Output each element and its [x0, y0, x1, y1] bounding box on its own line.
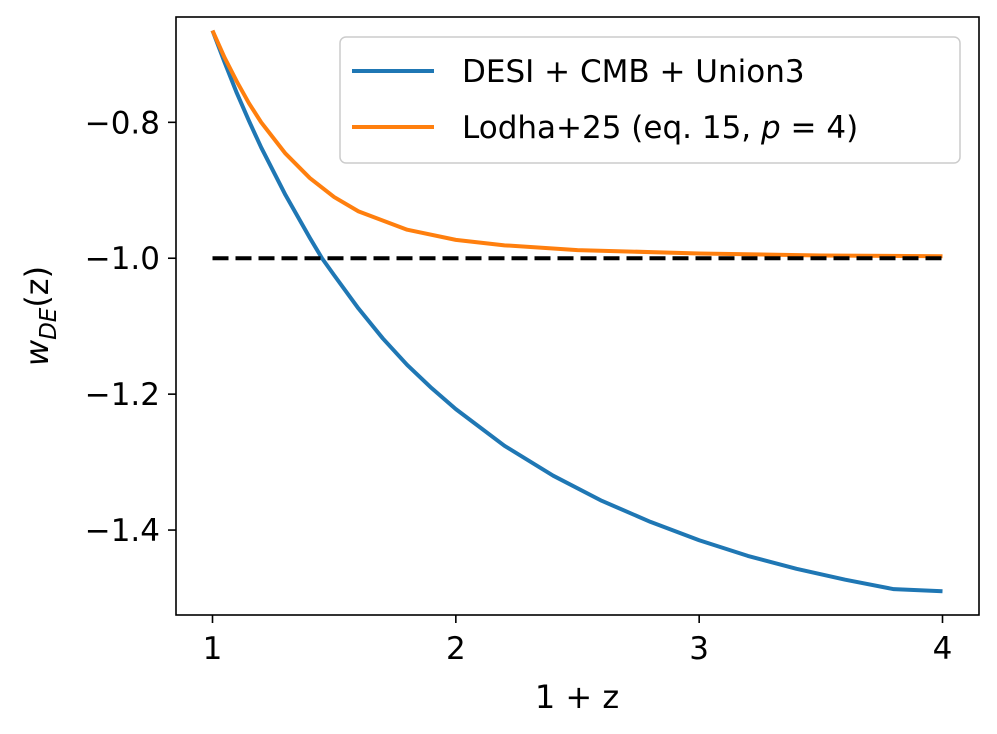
x-axis-label: 1 + z: [535, 678, 619, 716]
x-tick-label: 1: [203, 631, 223, 667]
legend-box: [339, 36, 961, 164]
legend-label-desi: DESI + CMB + Union3: [462, 54, 805, 90]
x-tick-label: 3: [689, 631, 709, 667]
y-axis-label-subscript: DE: [36, 307, 62, 340]
y-tick-label: −0.8: [85, 105, 160, 141]
x-tick-label: 4: [933, 631, 953, 667]
ticks-layer: 1 2 3 4 −0.8 −1.0 −1.2 −1.4: [85, 105, 953, 667]
x-tick-label: 2: [446, 631, 466, 667]
y-axis-label-suffix: (z): [18, 266, 56, 308]
y-tick-label: −1.2: [85, 377, 160, 413]
series-layer: [210, 29, 943, 594]
y-tick-label: −1.4: [85, 513, 160, 549]
y-axis-label-base: w: [18, 339, 56, 366]
legend: DESI + CMB + Union3 Lodha+25 (eq. 15, p …: [339, 36, 961, 164]
desi-series-line: [210, 29, 943, 594]
y-tick-label: −1.0: [85, 241, 160, 277]
y-axis-label: wDE(z): [18, 266, 62, 366]
lodha-series-line: [210, 29, 943, 259]
plot-frame: [175, 16, 980, 616]
legend-label-lodha: Lodha+25 (eq. 15, p = 4): [462, 110, 858, 146]
